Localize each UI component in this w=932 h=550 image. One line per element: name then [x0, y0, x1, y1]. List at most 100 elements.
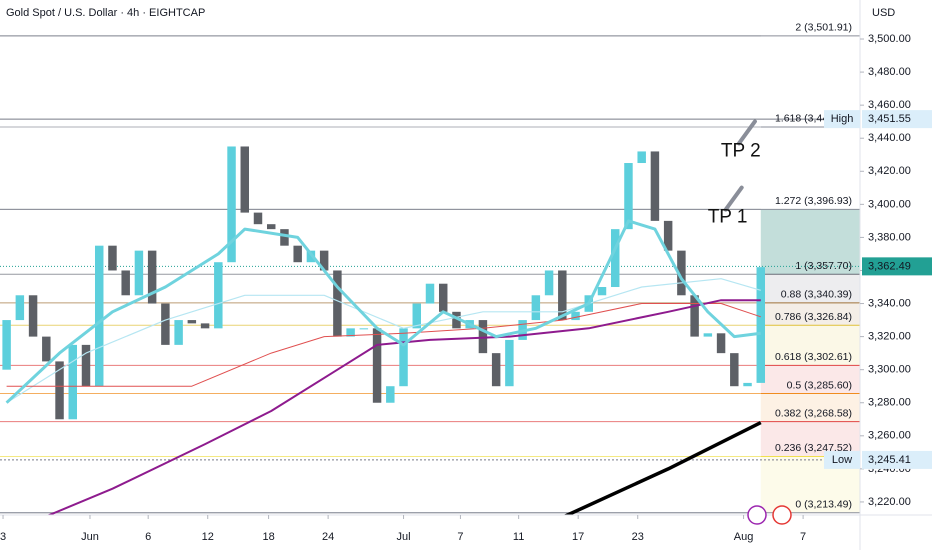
events-icon[interactable]: [747, 505, 767, 525]
candle-body: [187, 320, 197, 324]
candle-body: [624, 163, 633, 230]
candle-body: [505, 339, 514, 387]
candle-body: [42, 336, 51, 362]
fib-band: [760, 325, 860, 366]
x-tick-label: 7: [457, 531, 463, 543]
candle-body: [15, 295, 25, 321]
candle-body: [121, 270, 130, 296]
fib-band: [760, 274, 860, 303]
candle-body: [730, 353, 739, 387]
tp-label: TP 1: [708, 207, 748, 228]
chart-title: Gold Spot / U.S. Dollar · 4h · EIGHTCAP: [6, 7, 205, 19]
flag-icon[interactable]: [772, 505, 792, 525]
fib-band: [760, 393, 860, 422]
x-tick-label: Jun: [81, 531, 99, 543]
candle-body: [372, 328, 382, 403]
fib-label: 0.5 (3,285.60): [787, 379, 852, 391]
candle-body: [544, 270, 554, 296]
low-value: 3,245.41: [868, 454, 911, 466]
y-tick-label: 3,380.00: [868, 231, 911, 243]
candle-body: [161, 303, 170, 345]
tp-arrow: [736, 119, 757, 146]
candle-body: [703, 333, 713, 337]
candle-body: [253, 212, 263, 225]
candle-body: [637, 151, 646, 164]
fib-label: 0.88 (3,340.39): [781, 289, 852, 301]
candle-body: [319, 250, 329, 271]
y-tick-label: 3,460.00: [868, 99, 911, 111]
candle-body: [478, 320, 488, 354]
candle-body: [346, 328, 355, 337]
fib-label: 1 (3,357.70): [795, 260, 852, 272]
y-tick-label: 3,300.00: [868, 364, 911, 376]
candle-body: [306, 250, 316, 263]
candle-body: [438, 283, 448, 312]
candle-body: [491, 353, 501, 387]
candle-body: [425, 283, 435, 304]
fib-band: [760, 365, 860, 394]
candle-body: [68, 344, 78, 420]
plot-area: [0, 35, 860, 515]
candle-body: [108, 245, 117, 271]
candle-body: [412, 303, 422, 329]
candle-body: [716, 333, 726, 354]
candle-body: [663, 220, 673, 251]
candle-body: [743, 382, 752, 387]
y-tick-label: 3,320.00: [868, 331, 911, 343]
y-tick-label: 3,420.00: [868, 165, 911, 177]
low-tag: [824, 450, 860, 469]
x-tick-label: Jul: [397, 531, 411, 543]
y-tick-label: 3,440.00: [868, 132, 911, 144]
moving-average: [6, 278, 761, 404]
x-tick-label: Aug: [734, 531, 754, 543]
y-tick-label: 3,400.00: [868, 198, 911, 210]
candle-body: [266, 224, 276, 230]
candle-body: [293, 245, 302, 263]
moving-average: [6, 303, 761, 387]
fib-band: [760, 421, 860, 457]
target-zone: [760, 209, 860, 275]
high-tag: [824, 110, 860, 129]
candle-body: [558, 270, 567, 321]
low-box: [862, 450, 932, 469]
candle-body: [28, 295, 38, 337]
tp-arrow: [723, 185, 744, 212]
candle-body: [531, 295, 541, 321]
toolbar-icons[interactable]: [747, 505, 792, 525]
fib-label: 0 (3,213.49): [795, 498, 852, 510]
candle-body: [452, 311, 461, 329]
candle-body: [597, 287, 607, 296]
y-tick-label: 3,280.00: [868, 397, 911, 409]
currency: USD: [872, 7, 895, 19]
candle-body: [386, 386, 395, 403]
fib-band: [760, 302, 860, 326]
candle-body: [610, 229, 620, 288]
candle-body: [756, 267, 766, 383]
candle-body: [81, 344, 91, 387]
last-price-box: [862, 257, 932, 276]
candle-body: [690, 295, 699, 337]
fib-label: 2 (3,501.91): [795, 22, 852, 34]
x-tick-label: 7: [800, 531, 806, 543]
candle-body: [200, 323, 210, 329]
candle-body: [174, 320, 183, 345]
candle-body: [227, 146, 236, 263]
x-tick-label: 18: [262, 531, 274, 543]
high-tag-label: High: [831, 113, 854, 125]
fib-label: 1.272 (3,396.93): [775, 195, 852, 207]
fib-label: 0.786 (3,326.84): [775, 311, 852, 323]
candle-body: [359, 328, 369, 330]
moving-average: [5, 219, 761, 404]
moving-average: [563, 421, 762, 515]
high-box: [862, 110, 932, 129]
x-tick-label: 3: [0, 531, 6, 543]
x-tick-label: 12: [202, 531, 214, 543]
fib-label: 0.618 (3,302.61): [775, 351, 852, 363]
candle-body: [134, 250, 144, 296]
high-value: 3,451.55: [868, 113, 911, 125]
y-tick-label: 3,480.00: [868, 66, 911, 78]
candle-body: [677, 250, 686, 296]
y-tick-label: 3,260.00: [868, 430, 911, 442]
fib-label: 0.382 (3,268.58): [775, 407, 852, 419]
